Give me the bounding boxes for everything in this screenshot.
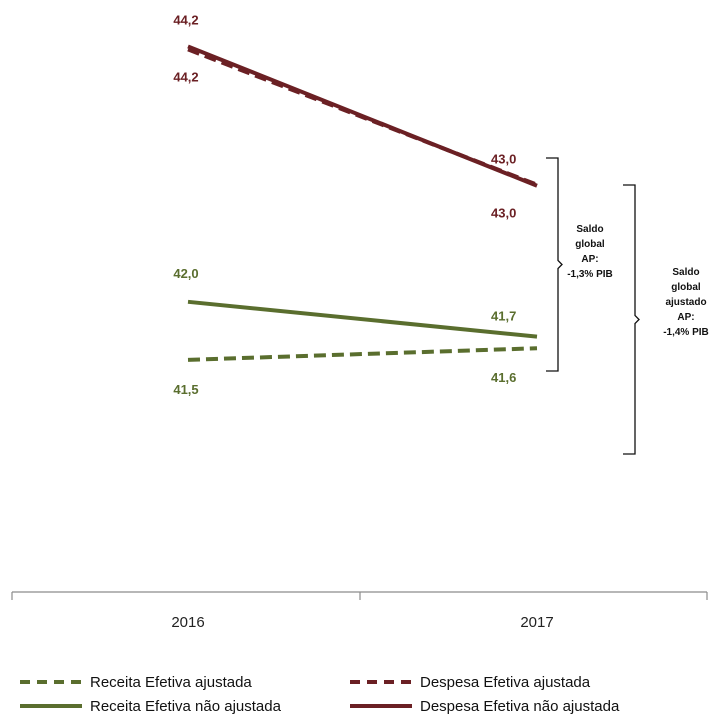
x-tick-label: 2017 [520,614,553,631]
legend-item-receita-nao-ajustada: Receita Efetiva não ajustada [18,696,348,716]
annotation-line: ajustado [665,297,706,308]
legend: Receita Efetiva ajustada Despesa Efetiva… [18,672,708,716]
series-line-0 [187,346,538,362]
data-label: 43,0 [491,206,516,221]
legend-label: Receita Efetiva não ajustada [90,697,281,715]
annotation-line: Saldo [672,267,699,278]
legend-swatch-dashed-red [350,680,412,684]
data-label: 41,5 [173,382,198,397]
x-axis: 2016 2017 [11,591,708,631]
series-line-1 [187,299,538,339]
data-label: 41,7 [491,309,516,324]
series-line-3 [187,44,538,188]
annotation-line: global [671,282,701,293]
legend-swatch-dashed-green [20,680,82,684]
data-label: 41,6 [491,370,516,385]
annotations: Saldo global AP: -1,3% PIB Saldo global ajusta… [546,157,709,455]
legend-swatch-solid-red [350,704,412,708]
annotation-line: global [575,239,605,250]
legend-item-despesa-nao-ajustada: Despesa Efetiva não ajustada [348,696,708,716]
legend-label: Receita Efetiva ajustada [90,673,252,691]
bracket [546,157,563,372]
data-label: 42,0 [173,266,198,281]
data-label: 44,2 [173,69,198,84]
annotation-line: AP: [677,312,694,323]
data-label: 43,0 [491,152,516,167]
data-labels: 41,5 41,6 42,0 41,7 44,2 43,0 44,2 43,0 [173,12,516,396]
annotation-line: -1,4% PIB [663,327,709,338]
annotation-line: Saldo [576,224,603,235]
legend-label: Despesa Efetiva não ajustada [420,697,620,715]
annotation-line: AP: [581,254,598,265]
annotation-line: -1,3% PIB [567,269,613,280]
series-layer [187,44,538,362]
data-label: 44,2 [173,12,198,27]
legend-item-receita-ajustada: Receita Efetiva ajustada [18,672,348,692]
legend-label: Despesa Efetiva ajustada [420,673,591,691]
legend-item-despesa-ajustada: Despesa Efetiva ajustada [348,672,708,692]
legend-swatch-solid-green [20,704,82,708]
bracket [623,184,640,455]
chart: 2016 2017 41,5 41,6 42,0 41,7 44,2 43,0 44,2 43,… [11,12,709,631]
x-tick-label: 2016 [171,614,204,631]
